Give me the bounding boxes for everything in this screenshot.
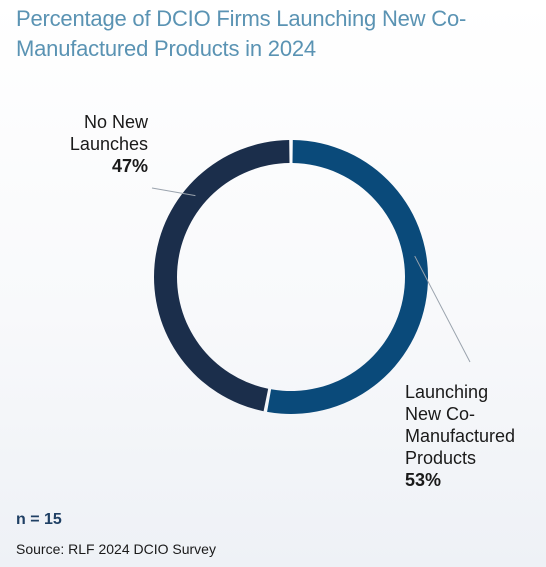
slice-percent-2: 47% <box>112 156 148 176</box>
slice-label-line: New Co- <box>405 404 475 424</box>
slice-label-line: Products <box>405 448 476 468</box>
source-note: Source: RLF 2024 DCIO Survey <box>16 541 216 557</box>
slice-label-line: No New <box>84 112 149 132</box>
slice-percent-1: 53% <box>405 470 441 490</box>
donut-slices <box>154 140 428 415</box>
leader-line-2 <box>151 187 196 197</box>
slice-label-line: Launching <box>405 382 488 402</box>
donut-slice-1 <box>267 140 428 415</box>
sample-size-label: n = 15 <box>16 511 62 528</box>
slice-label-line: Manufactured <box>405 426 515 446</box>
slice-label-2: No New Launches 47% <box>70 112 149 176</box>
slice-label-line: Launches <box>70 134 148 154</box>
leader-lines <box>151 187 471 363</box>
chart-title: Percentage of DCIO Firms Launching New C… <box>16 6 467 61</box>
donut-slice-2 <box>154 140 290 412</box>
slice-labels: Launching New Co-Manufactured Products 53%N… <box>70 112 515 490</box>
slice-label-1: Launching New Co-Manufactured Products 53% <box>405 382 515 490</box>
leader-line-1 <box>414 255 471 363</box>
